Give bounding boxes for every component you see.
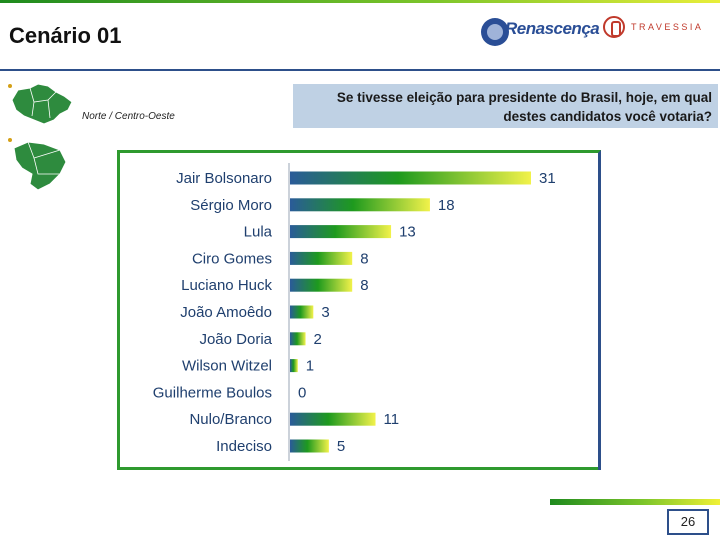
slide-title: Cenário 01 [9,23,122,48]
bar [290,412,376,426]
category-label: Indeciso [216,438,272,455]
value-label: 13 [399,224,416,241]
center-west-map-icon [8,138,67,191]
category-label: Sérgio Moro [190,197,272,214]
value-label: 11 [384,411,400,428]
bar [290,225,392,239]
value-label: 0 [298,384,306,401]
value-label: 8 [360,277,368,294]
category-label: Nulo/Branco [189,411,272,428]
category-label: Guilherme Boulos [153,384,272,401]
value-label: 1 [306,358,314,375]
chart-frame [117,150,601,470]
question-box: Se tivesse eleição para presidente do Br… [293,84,718,128]
category-label: Lula [244,224,273,241]
value-label: 3 [321,304,329,321]
bar [290,359,298,373]
bar [290,251,353,265]
category-label: Luciano Huck [181,277,272,294]
travessia-logo: TRAVESSIA [603,16,713,42]
category-label: Wilson Witzel [182,358,272,375]
bar [290,171,531,185]
category-label: Jair Bolsonaro [176,170,272,187]
value-label: 2 [314,331,322,348]
brazil-map-icon [8,83,73,125]
bar [290,332,306,346]
category-label: João Amoêdo [180,304,272,321]
value-label: 5 [337,438,345,455]
value-label: 18 [438,197,455,214]
bar [290,439,329,453]
top-accent-rule [0,0,720,3]
category-label: João Doria [199,331,272,348]
page-number: 26 [667,509,709,535]
footer-accent-bar [550,499,720,505]
value-label: 31 [539,170,556,187]
category-label: Ciro Gomes [192,250,272,267]
bar [290,198,430,212]
header-divider [0,69,720,71]
bar [290,305,314,319]
region-label: Norte / Centro-Oeste [82,111,175,122]
bar [290,278,353,292]
renascenca-logo: Renascença [481,15,600,49]
value-label: 8 [360,250,368,267]
